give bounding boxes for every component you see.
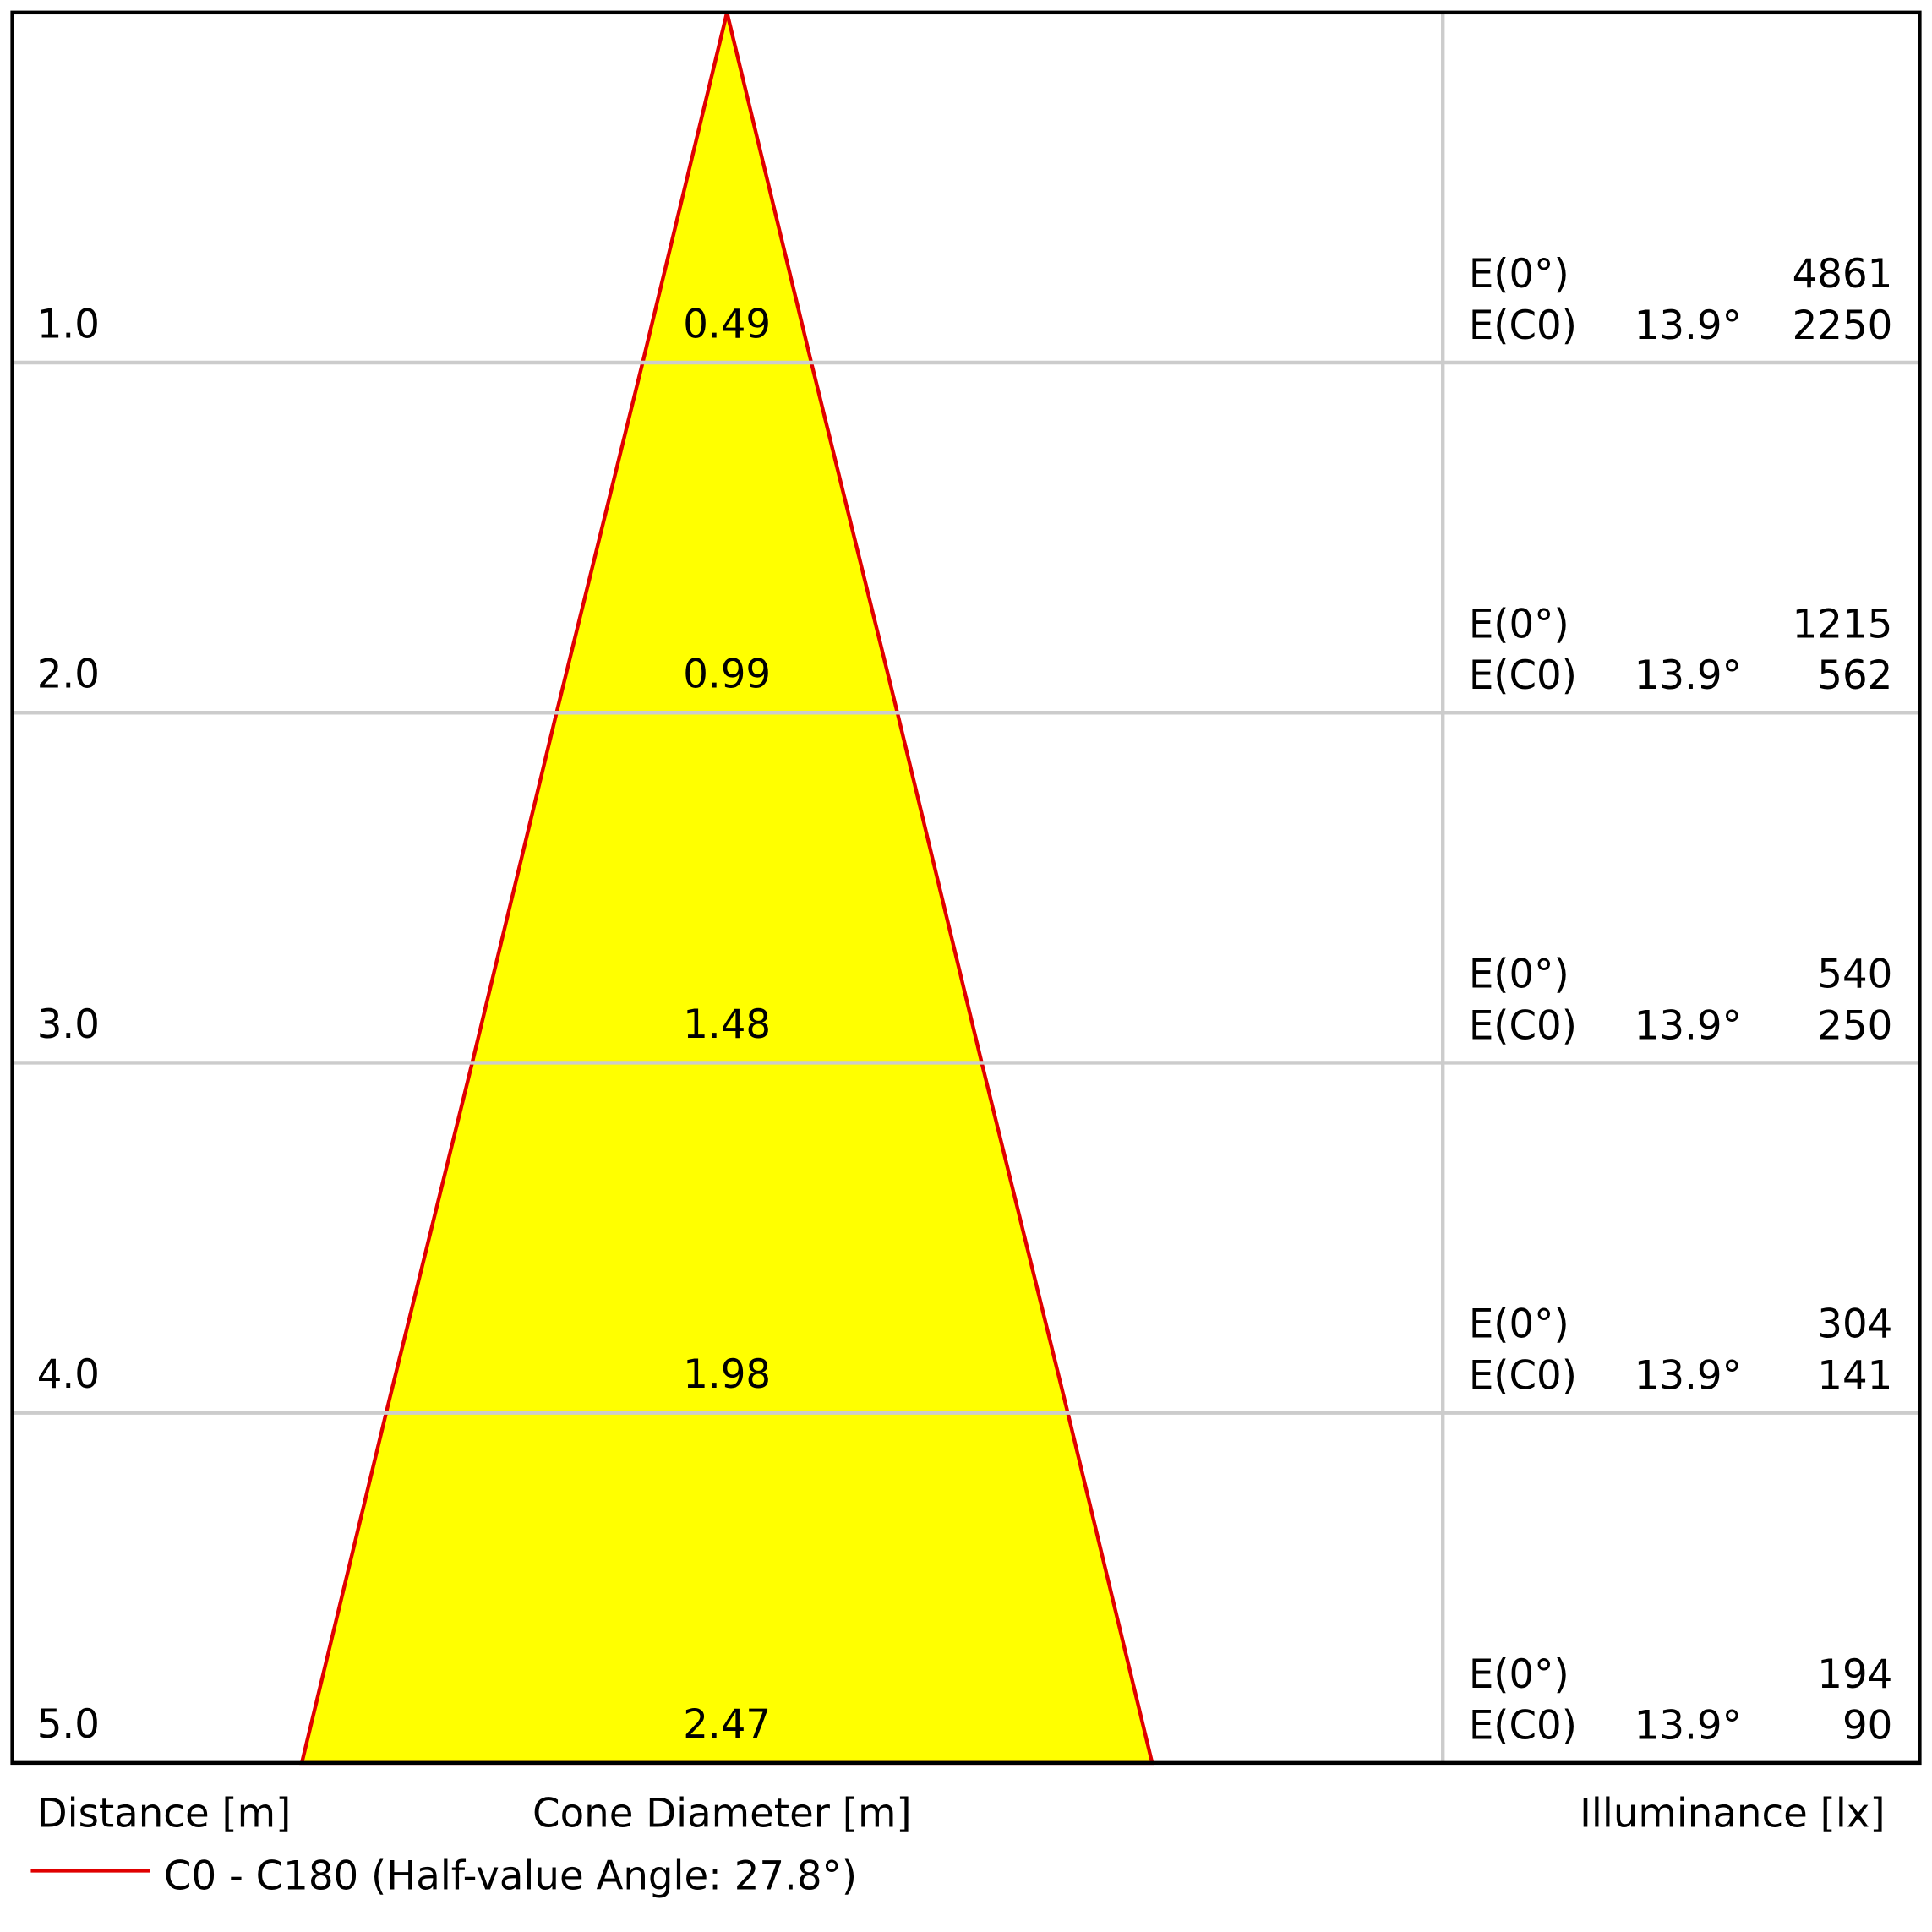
frame xyxy=(10,10,1922,1766)
distance-label: 4.0 xyxy=(37,1351,100,1398)
ec0-label: E(C0) xyxy=(1469,303,1577,349)
e0-label: E(0°) xyxy=(1469,601,1569,647)
cone xyxy=(299,12,1155,1766)
e0-value: 194 xyxy=(1817,1651,1892,1698)
ec0-label: E(C0) xyxy=(1469,1352,1577,1399)
distance-axis-label: Distance [m] xyxy=(37,1790,292,1836)
diameter-label: 1.98 xyxy=(683,1351,771,1398)
diameter-label: 1.48 xyxy=(683,1001,771,1047)
ec0-value: 90 xyxy=(1842,1702,1892,1749)
distance-label: 1.0 xyxy=(37,301,100,347)
ec0-value: 141 xyxy=(1817,1352,1892,1399)
ec0-value: 250 xyxy=(1817,1002,1892,1049)
ec0-value: 562 xyxy=(1817,652,1892,699)
e0-label: E(0°) xyxy=(1469,251,1569,297)
ec0-angle: 13.9° xyxy=(1635,303,1742,349)
ec0-value: 2250 xyxy=(1793,303,1893,349)
ec0-angle: 13.9° xyxy=(1635,1002,1742,1049)
illuminance-axis-label: Illuminance [lx] xyxy=(1580,1790,1885,1836)
e0-value: 304 xyxy=(1817,1301,1892,1347)
ec0-angle: 13.9° xyxy=(1635,652,1742,699)
ec0-label: E(C0) xyxy=(1469,1002,1577,1049)
ec0-angle: 13.9° xyxy=(1635,1702,1742,1749)
e0-label: E(0°) xyxy=(1469,1301,1569,1347)
ec0-angle: 13.9° xyxy=(1635,1352,1742,1399)
e0-value: 4861 xyxy=(1793,251,1893,297)
diameter-label: 0.49 xyxy=(683,301,771,347)
e0-label: E(0°) xyxy=(1469,951,1569,997)
distance-label: 2.0 xyxy=(37,651,100,697)
distance-label: 5.0 xyxy=(37,1701,100,1748)
e0-value: 540 xyxy=(1817,951,1892,997)
diameter-label: 0.99 xyxy=(683,651,771,697)
diameter-axis-label: Cone Diameter [m] xyxy=(532,1790,912,1836)
distance-label: 3.0 xyxy=(37,1001,100,1047)
e0-label: E(0°) xyxy=(1469,1651,1569,1698)
legend-label: C0 - C180 (Half-value Angle: 27.8°) xyxy=(164,1853,857,1899)
ec0-label: E(C0) xyxy=(1469,652,1577,699)
ec0-label: E(C0) xyxy=(1469,1702,1577,1749)
diameter-label: 2.47 xyxy=(683,1701,771,1748)
e0-value: 1215 xyxy=(1793,601,1893,647)
